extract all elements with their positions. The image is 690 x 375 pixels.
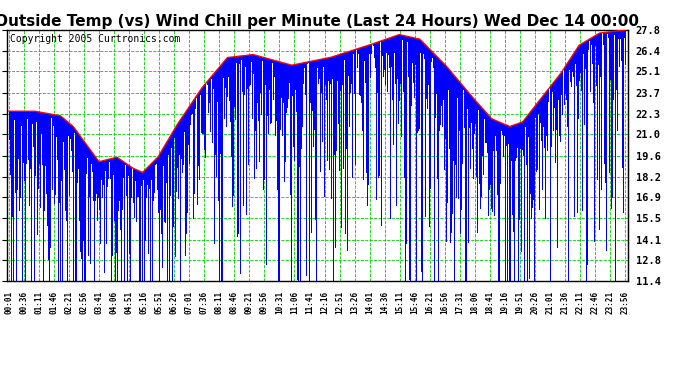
Text: Copyright 2005 Curtronics.com: Copyright 2005 Curtronics.com [10, 34, 180, 44]
Title: Outside Temp (vs) Wind Chill per Minute (Last 24 Hours) Wed Dec 14 00:00: Outside Temp (vs) Wind Chill per Minute … [0, 14, 640, 29]
